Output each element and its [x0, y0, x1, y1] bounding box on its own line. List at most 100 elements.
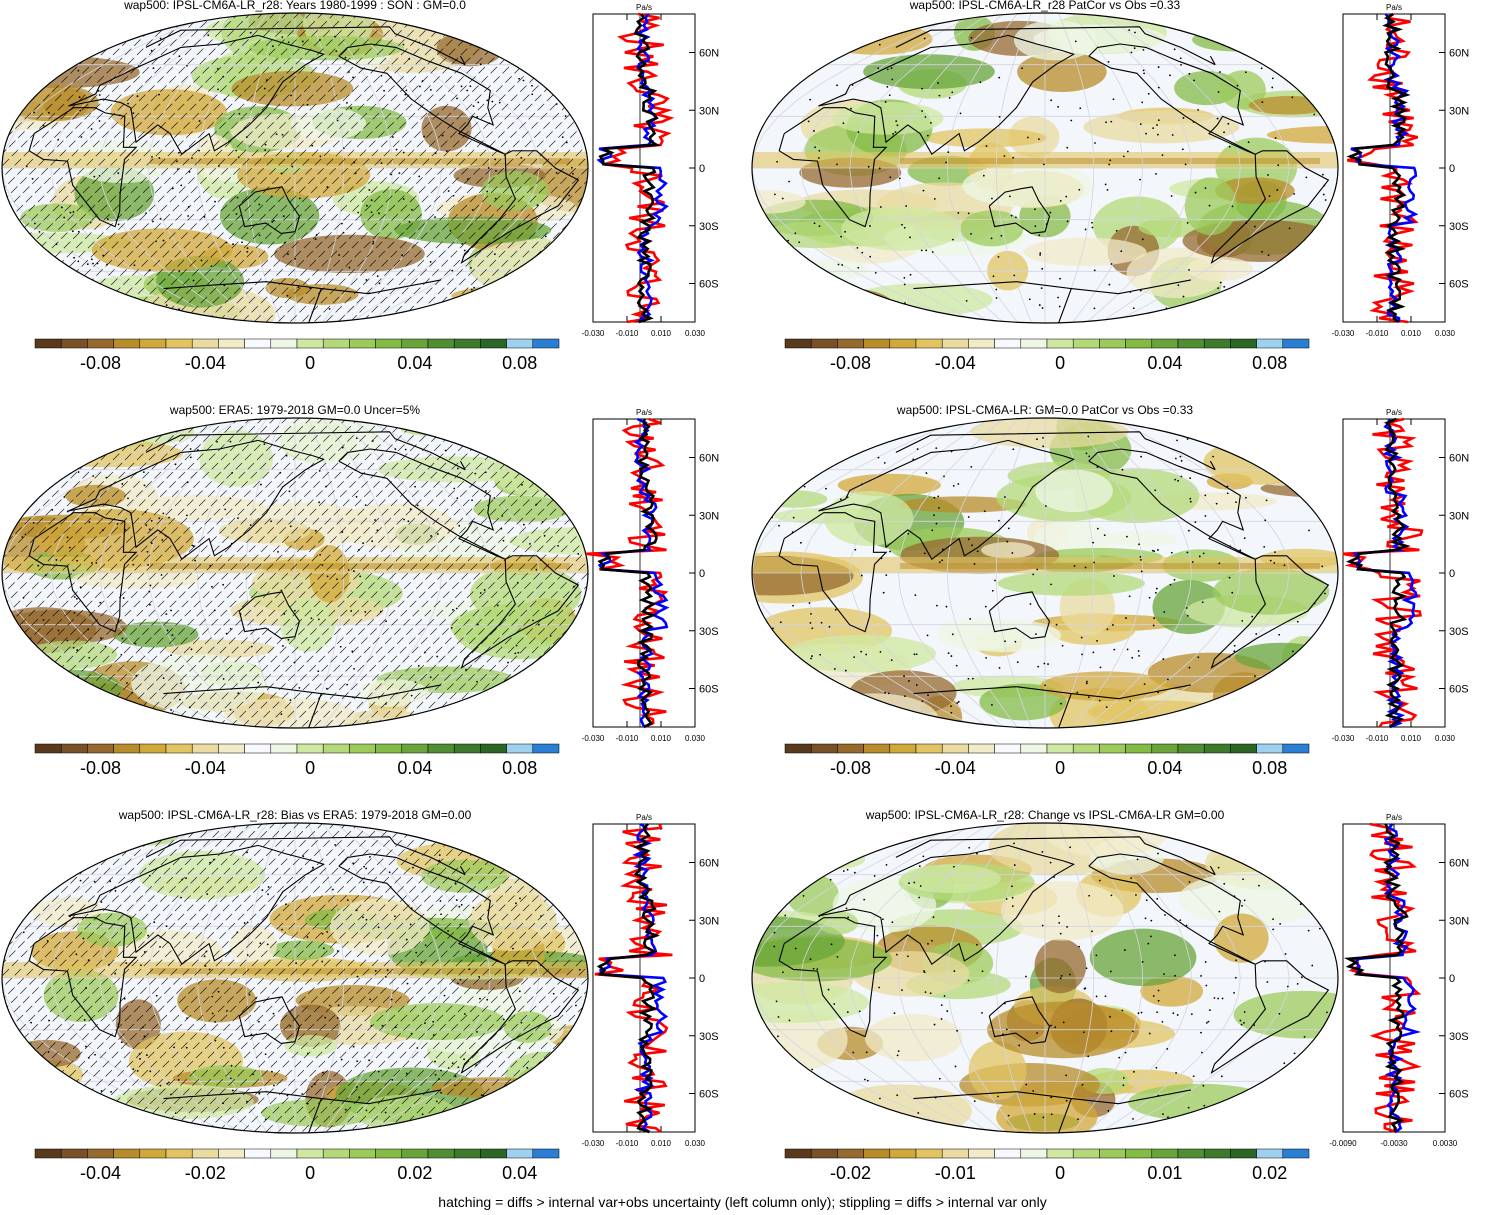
profile-tick-label: 0.010 [651, 329, 672, 338]
profile-lat-label: 0 [1449, 163, 1455, 175]
panel-era5-obs: Pa/s 60N 30N 0 30S 60S -0.030 -0.010 0.010 0.030 -… [0, 403, 740, 805]
map-outline [751, 12, 1339, 324]
coastline-eurasia [68, 439, 325, 561]
map-field [752, 13, 1338, 323]
coastline-eurasia [68, 844, 325, 966]
profile-line-blue [1354, 823, 1422, 1134]
profile-lat-label: 0 [1449, 568, 1455, 580]
colorbar-label: 0.04 [397, 353, 432, 373]
coastline-south-america [1210, 150, 1330, 265]
colorbar-label: 0.08 [1252, 758, 1287, 778]
coastline-africa [778, 917, 888, 1038]
profile-units: Pa/s [1386, 813, 1402, 822]
colorbar-label: -0.08 [80, 353, 121, 373]
coastline-greenland [1209, 55, 1216, 65]
colorbar-label: -0.04 [185, 758, 226, 778]
panel-reference-patcor: Pa/s 60N 30N 0 30S 60S -0.030 -0.010 0.010 0.030 -… [750, 403, 1485, 805]
coastline-australia [988, 186, 1051, 234]
profile-units: Pa/s [1386, 3, 1402, 12]
profile-lat-label: 30N [1449, 105, 1469, 117]
coastline-africa [28, 107, 138, 228]
profile-lat-label: 60N [699, 48, 719, 60]
map-outline [1, 417, 589, 729]
coastline-antarctica [321, 684, 442, 700]
coastline-south-america [1210, 960, 1330, 1075]
coastline-greenland [895, 431, 1216, 471]
profile-lat-label: 60N [699, 858, 719, 870]
coastline-antarctica [163, 686, 323, 728]
profile-tick-label: -0.0030 [1380, 1139, 1408, 1148]
profile-tick-label: 0.030 [685, 734, 706, 743]
colorbar-label: 0.08 [502, 758, 537, 778]
profile-lat-label: 60N [1449, 453, 1469, 465]
colorbar-label: 0.08 [502, 353, 537, 373]
coastline-greenland [145, 431, 466, 471]
colorbar-label: -0.04 [935, 353, 976, 373]
profile-tick-label: 0.010 [1401, 329, 1422, 338]
zonal-mean-profile: Pa/s 60N 30N 0 30S 60S -0.030 -0.010 0.010 0.030 [582, 813, 720, 1148]
coastline-eurasia [68, 34, 325, 156]
colorbar-label: -0.08 [830, 758, 871, 778]
profile-units: Pa/s [636, 813, 652, 822]
profile-lat-label: 60N [699, 453, 719, 465]
profile-line-black [596, 823, 660, 1134]
profile-line-red [1342, 417, 1424, 728]
colorbar-label: 0 [1055, 1163, 1065, 1183]
colorbar-label: 0 [305, 758, 315, 778]
profile-tick-label: -0.0090 [1329, 1139, 1357, 1148]
profile-line-blue [1350, 13, 1419, 323]
coastline-greenland [145, 836, 466, 876]
profile-lat-label: 30S [1449, 221, 1469, 233]
profile-tick-label: 0.0030 [1433, 1139, 1458, 1148]
profile-tick-label: 0.030 [685, 329, 706, 338]
profile-line-black [597, 418, 658, 729]
profile-lat-label: 30N [1449, 510, 1469, 522]
profile-lat-label: 60S [699, 279, 719, 291]
profile-tick-label: -0.030 [1332, 329, 1355, 338]
panel-change-vs-reference: Pa/s 60N 30N 0 30S 60S -0.0090 -0.0030 0.0030 -0.… [750, 808, 1485, 1210]
profile-lat-label: 30N [699, 915, 719, 927]
profile-tick-label: -0.030 [582, 329, 605, 338]
profile-units: Pa/s [636, 3, 652, 12]
colorbar-label: 0.04 [502, 1163, 537, 1183]
zonal-mean-profile: Pa/s 60N 30N 0 30S 60S -0.030 -0.010 0.010 0.030 [1332, 3, 1470, 338]
map-field [752, 823, 1338, 1133]
coastline-antarctica [913, 1091, 1073, 1133]
profile-tick-label: -0.030 [1332, 734, 1355, 743]
zonal-mean-profile: Pa/s 60N 30N 0 30S 60S -0.0090 -0.0030 0.0030 [1329, 813, 1469, 1148]
map-outline [1, 12, 589, 324]
profile-lat-label: 30N [1449, 915, 1469, 927]
profile-lat-label: 60S [699, 684, 719, 696]
profile-lat-label: 30S [1449, 626, 1469, 638]
coastline-eurasia [818, 439, 1075, 561]
coastline-africa [778, 107, 888, 228]
panel-figure: Pa/s 60N 30N 0 30S 60S -0.030 -0.010 0.010 0.030 -… [751, 3, 1470, 373]
colorbar-label: 0.04 [1147, 758, 1182, 778]
profile-lat-label: 60S [1449, 279, 1469, 291]
profile-line-black [1343, 823, 1409, 1133]
profile-tick-label: -0.010 [616, 734, 639, 743]
colorbar: -0.08 -0.04 0 0.04 0.08 [34, 743, 560, 778]
colorbar-label: 0.04 [397, 758, 432, 778]
colorbar-label: 0.01 [1147, 1163, 1182, 1183]
profile-lat-label: 60S [1449, 684, 1469, 696]
coastline-africa [778, 512, 888, 633]
footnote: hatching = diffs > internal var+obs unce… [438, 1194, 1047, 1210]
coastline-north-america [1088, 43, 1256, 155]
profile-line-blue [599, 822, 669, 1134]
coastline-greenland [145, 26, 466, 66]
profile-line-black [1345, 417, 1411, 729]
panel-model-son: Pa/s 60N 30N 0 30S 60S -0.030 -0.010 0.010 0.030 -… [0, 0, 740, 400]
coastline-antarctica [913, 281, 1073, 323]
profile-lat-label: 30N [699, 510, 719, 522]
coastline-greenland [895, 26, 1216, 66]
profile-lat-label: 60N [1449, 48, 1469, 60]
colorbar-label: 0 [305, 1163, 315, 1183]
coastline-greenland [895, 836, 1216, 876]
panel-bias-vs-era5: Pa/s 60N 30N 0 30S 60S -0.030 -0.010 0.010 0.030 -… [0, 808, 740, 1210]
coastline-australia [988, 996, 1051, 1044]
colorbar-label: 0 [1055, 758, 1065, 778]
stippling [772, 29, 1327, 311]
coastline-africa [28, 917, 138, 1038]
profile-line-blue [597, 417, 670, 728]
